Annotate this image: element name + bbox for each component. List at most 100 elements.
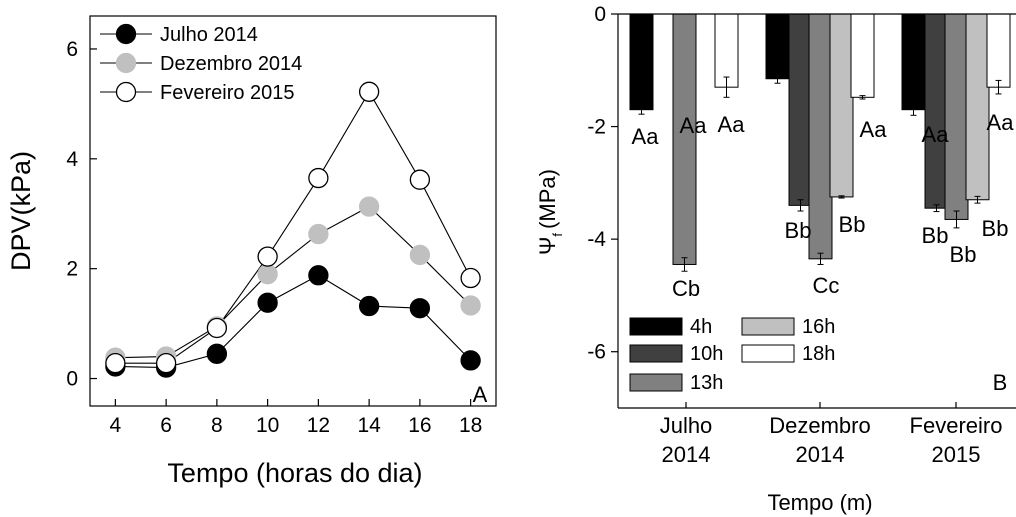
panel-a-series-lines xyxy=(115,90,472,369)
legend-swatch xyxy=(741,317,795,336)
data-point xyxy=(257,246,278,267)
x-tick-label: 14 xyxy=(357,414,381,437)
x-tick-label: 12 xyxy=(307,414,330,437)
panel-a-legend: Julho 2014 Dezembro 2014 Fevereiro 2015 xyxy=(100,23,302,104)
x-tick-label: Julho xyxy=(660,413,713,438)
series-line xyxy=(115,205,472,359)
bar xyxy=(629,13,654,111)
legend-label: 18h xyxy=(802,343,835,365)
x-tick-label: Dezembro xyxy=(769,413,870,438)
bar xyxy=(765,13,790,80)
y-tick-label: -2 xyxy=(587,116,606,139)
significance-letters: Cc xyxy=(813,273,840,298)
legend-swatch xyxy=(629,373,683,392)
x-tick-label: Fevereiro xyxy=(910,413,1003,438)
data-point xyxy=(257,264,278,285)
bar xyxy=(672,13,697,265)
data-point xyxy=(206,317,228,339)
significance-letters: Aa xyxy=(860,117,888,142)
panel-a-plot-frame xyxy=(89,15,497,407)
legend-marker xyxy=(115,52,137,74)
bar xyxy=(965,13,990,201)
x-tick-label: 2014 xyxy=(796,442,845,467)
x-tick-label: 2014 xyxy=(662,442,711,467)
data-point xyxy=(358,81,380,102)
legend-label: Dezembro 2014 xyxy=(160,53,302,75)
legend-swatch xyxy=(741,344,795,363)
significance-letters: Aa xyxy=(922,122,950,147)
x-tick-label: 8 xyxy=(211,414,223,437)
panel-b-legend: 4h 10h 13h 16h 18h xyxy=(629,316,835,394)
data-point xyxy=(460,295,481,316)
psi-unit: (MPa) xyxy=(535,169,560,229)
panel-b-error-bars xyxy=(638,73,1002,272)
panel-a-label: A xyxy=(473,382,488,407)
significance-letters: Aa xyxy=(632,124,660,149)
data-point xyxy=(358,196,380,217)
legend-marker xyxy=(115,23,137,45)
data-point xyxy=(308,167,329,189)
psi-symbol: Ψ xyxy=(535,237,560,255)
data-point xyxy=(409,244,431,266)
significance-letters: Cb xyxy=(672,276,700,301)
x-tick-label: 2015 xyxy=(932,442,981,467)
panel-a-x-axis-title: Tempo (horas do dia) xyxy=(167,458,422,488)
y-tick-label: 4 xyxy=(66,148,78,171)
bar xyxy=(714,13,739,88)
x-tick-label: 16 xyxy=(408,414,431,437)
legend-label: Fevereiro 2015 xyxy=(160,82,295,104)
panel-b-label: B xyxy=(993,370,1008,395)
y-tick-label: 2 xyxy=(66,258,78,281)
significance-letters: Aa xyxy=(987,110,1015,135)
panel-a-line-chart: 0 2 4 6 4 6 8 10 12 14 16 18 Julho 2014 Dezembro 20… xyxy=(6,15,497,488)
y-tick-label: 6 xyxy=(66,38,78,61)
bar xyxy=(808,13,833,260)
data-point xyxy=(155,353,177,374)
data-point xyxy=(105,353,126,374)
legend-label: 4h xyxy=(690,316,712,338)
legend-label: 16h xyxy=(802,316,835,338)
svg-text:Ψf(MPa): Ψf (MPa) xyxy=(535,169,565,255)
legend-label: Julho 2014 xyxy=(160,24,258,46)
panel-a-x-axis: 4 6 8 10 12 14 16 18 xyxy=(110,399,482,437)
panel-b-bars xyxy=(629,13,1011,265)
bar xyxy=(944,13,969,220)
significance-letters: Bb xyxy=(982,216,1009,241)
data-point xyxy=(460,267,481,289)
y-tick-label: -4 xyxy=(587,228,606,251)
significance-letters: Aa xyxy=(718,112,746,137)
x-tick-label: 4 xyxy=(110,414,122,437)
legend-marker xyxy=(115,81,137,103)
panel-a-y-axis: 0 2 4 6 xyxy=(66,38,97,391)
significance-letters: Bb xyxy=(950,242,977,267)
data-point xyxy=(460,350,481,371)
panel-b-y-axis: 0 -2 -4 -6 xyxy=(587,3,618,364)
panel-a-series-points xyxy=(105,81,481,378)
bar xyxy=(829,13,854,198)
x-tick-label: 10 xyxy=(256,414,279,437)
significance-letters: Aa xyxy=(680,113,708,138)
significance-letters: Bb xyxy=(785,218,812,243)
data-point xyxy=(308,265,329,286)
bar xyxy=(901,13,926,111)
y-tick-label: 0 xyxy=(66,368,78,391)
y-tick-label: -6 xyxy=(587,341,606,364)
data-point xyxy=(409,298,431,319)
data-point xyxy=(409,169,431,190)
data-point xyxy=(257,292,278,313)
data-point xyxy=(308,223,329,245)
y-tick-label: 0 xyxy=(594,3,606,26)
bar xyxy=(986,13,1011,88)
bar xyxy=(850,13,875,98)
significance-letters: Bb xyxy=(922,223,949,248)
legend-label: 10h xyxy=(690,343,723,365)
psi-subscript: f xyxy=(550,233,565,237)
legend-label: 13h xyxy=(690,372,723,394)
x-tick-label: 18 xyxy=(459,414,482,437)
significance-letters: Bb xyxy=(839,212,866,237)
panel-b-y-axis-title: Ψf (MPa) xyxy=(535,169,565,255)
series-line xyxy=(115,90,472,364)
